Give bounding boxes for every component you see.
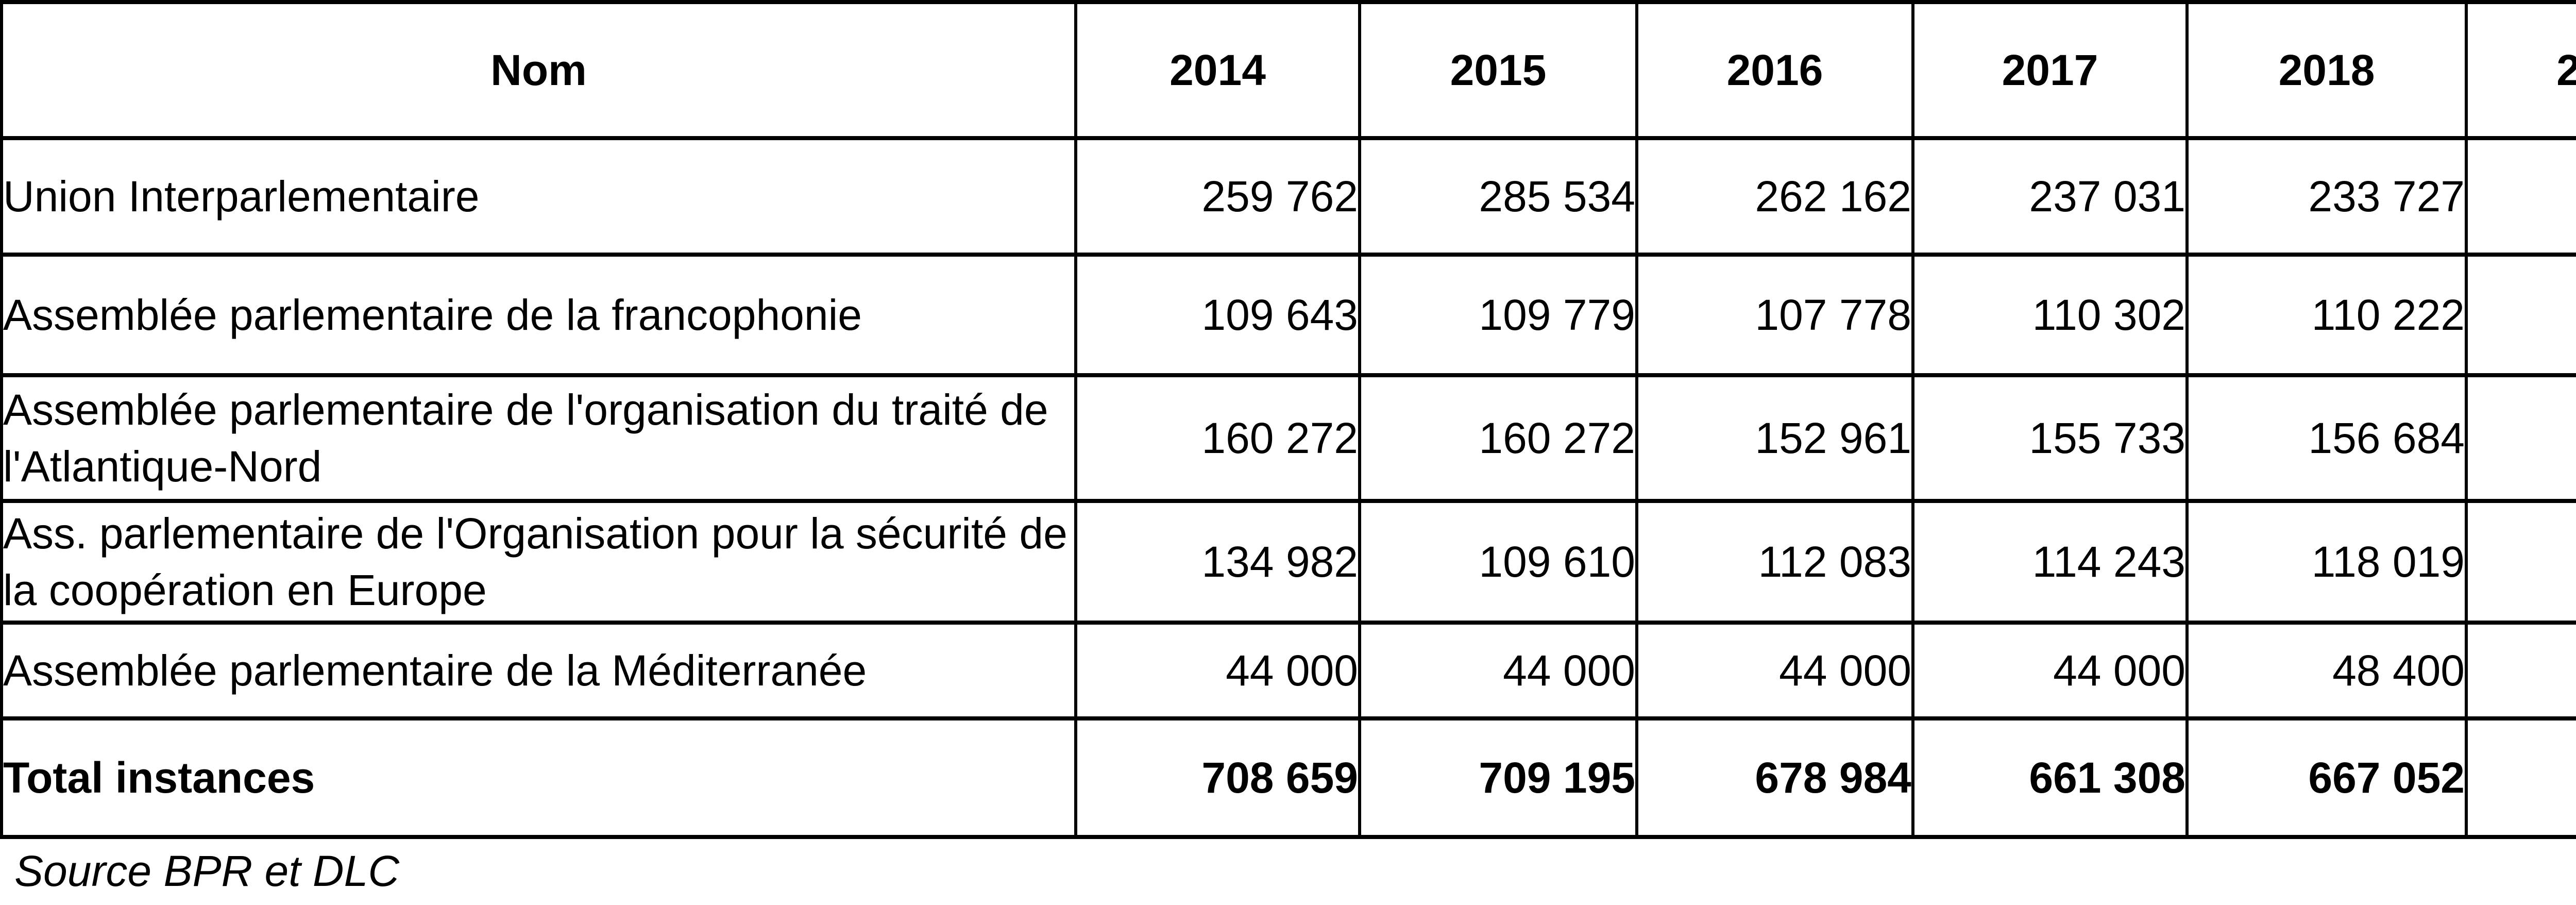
value-2016: 152 961 — [1635, 373, 1914, 503]
column-header-2015: 2015 — [1358, 0, 1638, 140]
value-2016: 262 162 — [1635, 136, 1914, 257]
value-2019: 160 951 — [2465, 373, 2576, 503]
value-2014: 160 272 — [1074, 373, 1361, 503]
value-2017: 114 243 — [1911, 499, 2189, 625]
value-2019: 227 664 — [2465, 136, 2576, 257]
table-row: Assemblée parlementaire de la francophon… — [0, 253, 2576, 377]
table-row: Assemblée parlementaire de l'organisatio… — [0, 373, 2576, 503]
value-2015: 109 779 — [1358, 253, 1638, 377]
value-2017: 44 000 — [1911, 621, 2189, 720]
row-name: Assemblée parlementaire de l'organisatio… — [0, 373, 1077, 503]
header-row: Nom 2014 2015 2016 2017 2018 2019 Variat… — [0, 0, 2576, 140]
total-label: Total instances — [0, 716, 1077, 839]
value-2017: 110 302 — [1911, 253, 2189, 377]
value-2019: 125 975 — [2465, 499, 2576, 625]
total-2017: 661 308 — [1911, 716, 2189, 839]
value-2014: 44 000 — [1074, 621, 1361, 720]
total-row: Total instances 708 659 709 195 678 984 … — [0, 716, 2576, 839]
value-2016: 44 000 — [1635, 621, 1914, 720]
value-2014: 134 982 — [1074, 499, 1361, 625]
total-2016: 678 984 — [1635, 716, 1914, 839]
total-2014: 708 659 — [1074, 716, 1361, 839]
column-header-2014: 2014 — [1074, 0, 1361, 140]
value-2018: 48 400 — [2185, 621, 2468, 720]
value-2018: 233 727 — [2185, 136, 2468, 257]
budget-table: Nom 2014 2015 2016 2017 2018 2019 Variat… — [0, 0, 2576, 839]
row-name: Assemblée parlementaire de la Méditerran… — [0, 621, 1077, 720]
table-row: Union Interparlementaire 259 762 285 534… — [0, 136, 2576, 257]
total-2019: 673 992 — [2465, 716, 2576, 839]
value-2018: 156 684 — [2185, 373, 2468, 503]
table-row: Ass. parlementaire de l'Organisation pou… — [0, 499, 2576, 625]
value-2015: 160 272 — [1358, 373, 1638, 503]
total-2015: 709 195 — [1358, 716, 1638, 839]
column-header-2017: 2017 — [1911, 0, 2189, 140]
table-row: Assemblée parlementaire de la Méditerran… — [0, 621, 2576, 720]
value-2014: 109 643 — [1074, 253, 1361, 377]
column-header-2016: 2016 — [1635, 0, 1914, 140]
value-2019: 48 400 — [2465, 621, 2576, 720]
column-header-2018: 2018 — [2185, 0, 2468, 140]
source-note: Source BPR et DLC — [14, 847, 399, 895]
value-2015: 285 534 — [1358, 136, 1638, 257]
value-2015: 109 610 — [1358, 499, 1638, 625]
row-name: Ass. parlementaire de l'Organisation pou… — [0, 499, 1077, 625]
value-2019: 111 003 — [2465, 253, 2576, 377]
row-name: Assemblée parlementaire de la francophon… — [0, 253, 1077, 377]
value-2016: 112 083 — [1635, 499, 1914, 625]
total-2018: 667 052 — [2185, 716, 2468, 839]
value-2017: 155 733 — [1911, 373, 2189, 503]
value-2015: 44 000 — [1358, 621, 1638, 720]
column-header-nom: Nom — [0, 0, 1077, 140]
value-2018: 110 222 — [2185, 253, 2468, 377]
value-2014: 259 762 — [1074, 136, 1361, 257]
value-2016: 107 778 — [1635, 253, 1914, 377]
value-2018: 118 019 — [2185, 499, 2468, 625]
value-2017: 237 031 — [1911, 136, 2189, 257]
row-name: Union Interparlementaire — [0, 136, 1077, 257]
column-header-2019: 2019 — [2465, 0, 2576, 140]
